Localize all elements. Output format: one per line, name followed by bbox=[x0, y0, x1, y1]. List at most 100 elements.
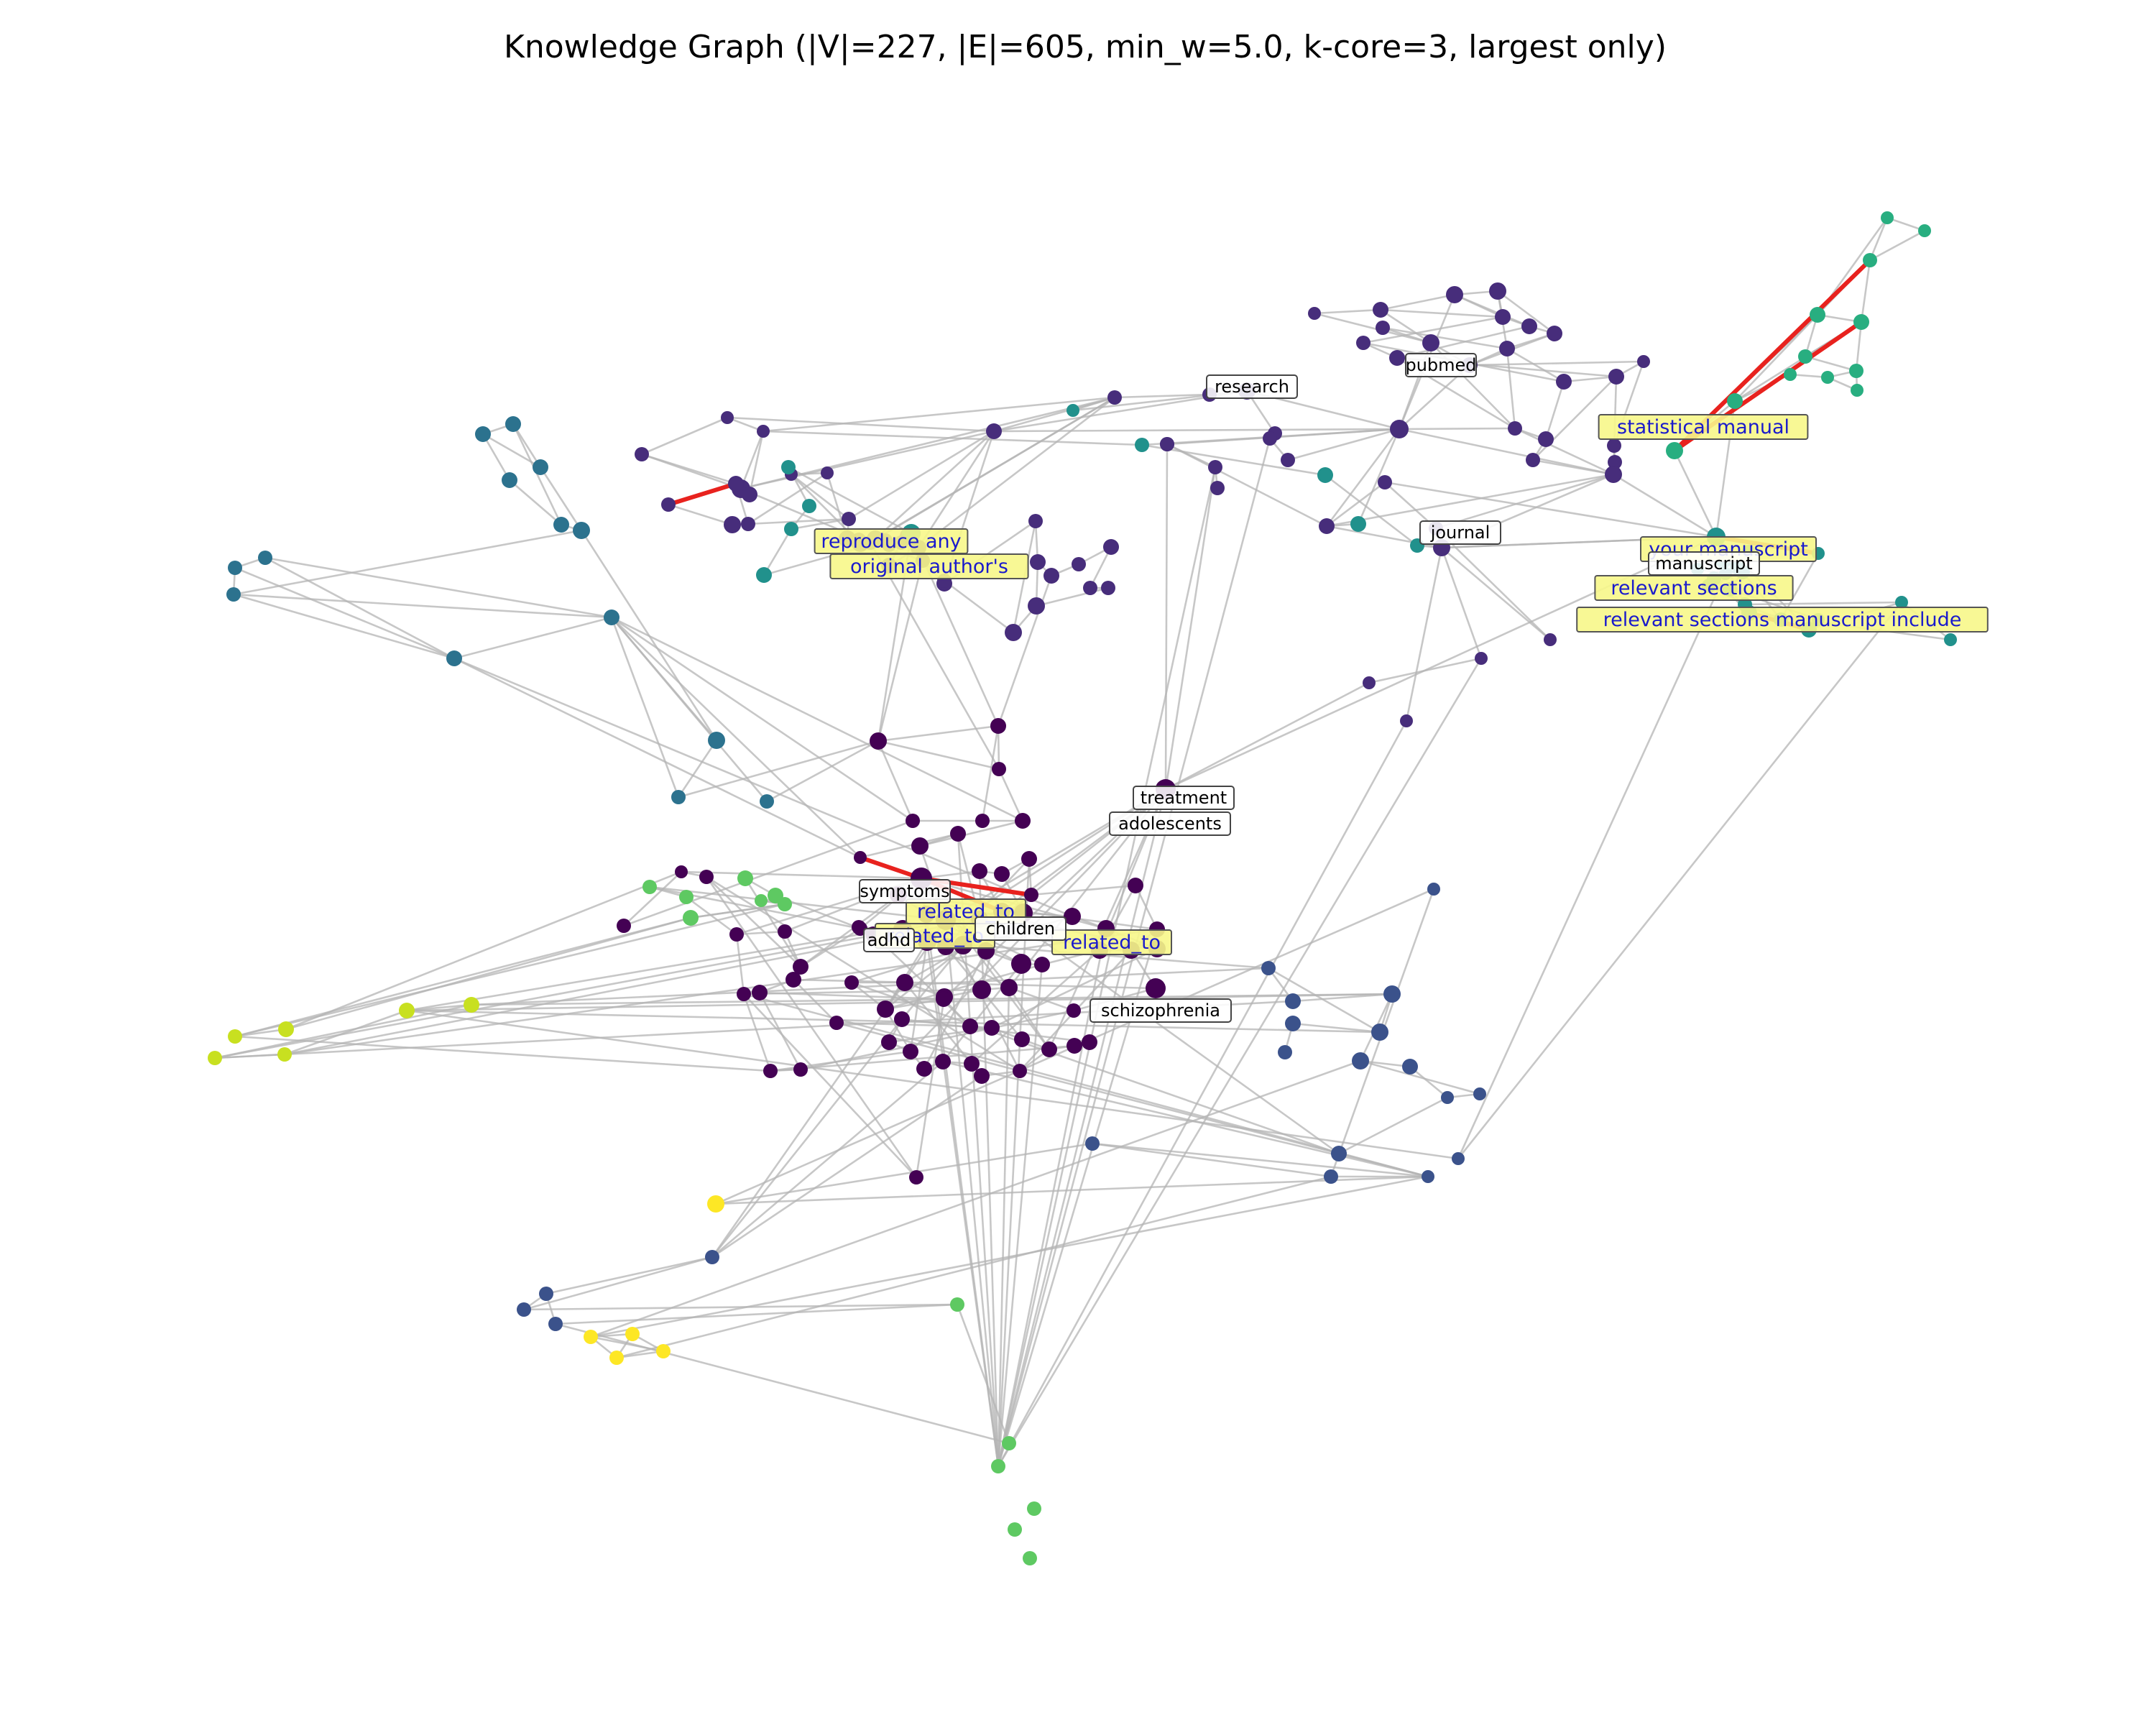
graph-node bbox=[1422, 1170, 1434, 1183]
graph-edge bbox=[711, 1075, 982, 1259]
graph-edge bbox=[678, 740, 879, 799]
node-label-layer: research pubmed journal manuscript treatment… bbox=[859, 353, 1760, 1023]
graph-edge bbox=[1457, 602, 1903, 1159]
edge-label-layer: statistical manual reproduce any original … bbox=[814, 414, 1989, 955]
graph-edge bbox=[711, 982, 906, 1258]
graph-edge bbox=[997, 658, 1483, 1467]
graph-node bbox=[1851, 384, 1864, 397]
graph-node bbox=[705, 1250, 719, 1264]
graph-edge bbox=[1506, 347, 1565, 383]
graph-node bbox=[896, 974, 913, 991]
graph-node bbox=[609, 1351, 624, 1365]
graph-node bbox=[1107, 390, 1122, 405]
graph-edge bbox=[877, 740, 1000, 770]
graph-edge bbox=[1164, 443, 1169, 790]
graph-node bbox=[760, 794, 774, 809]
graph-node bbox=[1285, 1016, 1301, 1031]
graph-edge bbox=[471, 967, 1269, 1006]
graph-node bbox=[675, 865, 688, 878]
graph-edge bbox=[747, 518, 849, 525]
graph-edge bbox=[539, 466, 583, 531]
graph-edge bbox=[234, 1028, 287, 1038]
graph-node bbox=[909, 1170, 923, 1184]
graph-node bbox=[842, 512, 856, 526]
graph-edge bbox=[875, 431, 995, 540]
graph-edge bbox=[877, 724, 999, 742]
node-label-text: journal bbox=[1430, 523, 1491, 543]
graph-edge bbox=[877, 560, 924, 742]
graph-edge bbox=[1380, 308, 1503, 318]
graph-node bbox=[228, 1029, 242, 1044]
graph-edge bbox=[870, 396, 1115, 544]
graph-node bbox=[781, 460, 796, 474]
graph-edge bbox=[1360, 1059, 1480, 1095]
graph-node bbox=[1475, 652, 1488, 665]
graph-node bbox=[1376, 321, 1390, 335]
graph-edge bbox=[763, 396, 1115, 433]
graph-node bbox=[1261, 961, 1276, 975]
graph-edge bbox=[1268, 967, 1381, 1034]
node-label-text: manuscript bbox=[1655, 553, 1752, 574]
node-label-box bbox=[1648, 551, 1760, 576]
graph-node bbox=[829, 1016, 844, 1030]
node-label-box bbox=[1405, 353, 1477, 377]
graph-node bbox=[1473, 1087, 1486, 1100]
graph-node bbox=[1128, 878, 1143, 893]
graph-node bbox=[755, 894, 768, 907]
graph-edge bbox=[1292, 1022, 1381, 1034]
graph-edge bbox=[1441, 547, 1551, 640]
graph-edge bbox=[453, 657, 1073, 918]
graph-node bbox=[1427, 883, 1440, 896]
graph-edge bbox=[993, 428, 1400, 433]
graph-node bbox=[1067, 1038, 1082, 1054]
graph-node bbox=[1495, 309, 1511, 325]
graph-edge bbox=[1744, 601, 1902, 606]
graph-node bbox=[539, 1287, 553, 1301]
graph-node bbox=[1210, 481, 1225, 495]
graph-node bbox=[1400, 714, 1413, 727]
graph-node bbox=[1005, 624, 1022, 641]
graph-edge bbox=[641, 416, 728, 456]
graph-edge bbox=[743, 993, 917, 1178]
graph-edge bbox=[1325, 474, 1418, 547]
node-label-text: adolescents bbox=[1118, 814, 1222, 834]
graph-node bbox=[1881, 211, 1894, 224]
graph-edge bbox=[727, 416, 995, 433]
graph-edge bbox=[770, 1044, 1075, 1072]
graph-edge bbox=[1563, 375, 1617, 383]
graph-edge bbox=[1314, 308, 1381, 315]
graph-node bbox=[517, 1302, 531, 1317]
graph-node bbox=[1030, 554, 1046, 570]
graph-node bbox=[1798, 349, 1812, 364]
graph-edge bbox=[512, 423, 542, 468]
graph-edge bbox=[1869, 217, 1889, 261]
graph-node bbox=[821, 466, 834, 479]
graph-node bbox=[1863, 253, 1877, 267]
graph-edge bbox=[234, 903, 785, 1038]
graph-edge bbox=[590, 1059, 1361, 1338]
graph-node bbox=[1317, 467, 1333, 483]
graph-node bbox=[1608, 455, 1622, 469]
graph-node bbox=[635, 447, 649, 461]
graph-edge bbox=[1514, 427, 1614, 476]
edge-label-text: original author's bbox=[850, 556, 1008, 578]
graph-edge bbox=[590, 1175, 1429, 1338]
graph-node bbox=[1285, 993, 1301, 1009]
graph-node bbox=[1015, 813, 1031, 829]
graph-node bbox=[935, 1054, 951, 1070]
graph-node bbox=[464, 997, 479, 1013]
graph-node bbox=[1371, 1024, 1388, 1041]
graph-node bbox=[1390, 420, 1409, 438]
node-label-text: research bbox=[1215, 377, 1289, 397]
graph-node bbox=[1067, 1003, 1081, 1018]
graph-node bbox=[1281, 453, 1295, 467]
graph-edge bbox=[233, 593, 612, 619]
graph-node bbox=[1363, 676, 1376, 689]
graph-node bbox=[1263, 431, 1277, 446]
graph-node bbox=[906, 814, 920, 828]
graph-edge bbox=[877, 740, 914, 822]
graph-edge bbox=[860, 832, 959, 859]
graph-node bbox=[1008, 1522, 1022, 1537]
graph-edge bbox=[1287, 428, 1400, 461]
